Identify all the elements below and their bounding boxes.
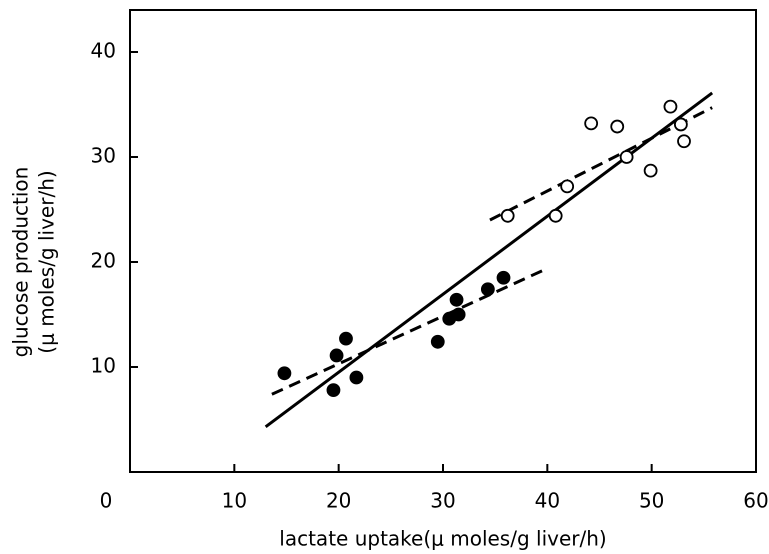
point (451, 307, 466, 322)
y-tick-label: 40 (91, 39, 116, 63)
point (677, 134, 691, 149)
plot-frame (129, 9, 757, 473)
y-tick-label: 30 (91, 144, 116, 168)
x-tick-label: 20 (326, 489, 351, 513)
fit-line (271, 267, 546, 396)
y-axis-label: glucose production (9, 167, 33, 358)
point (560, 179, 575, 194)
point (277, 366, 292, 381)
y-axis-label: (μ moles/g liver/h) (35, 170, 59, 353)
point (480, 282, 495, 297)
point (663, 99, 678, 114)
point (329, 348, 344, 363)
fit-line (489, 106, 713, 222)
x-tick-label: 40 (535, 489, 560, 513)
point (326, 383, 341, 398)
y-tick-label: 20 (91, 249, 116, 273)
x-tick-label: 60 (743, 489, 768, 513)
point (584, 116, 599, 131)
point (430, 334, 445, 349)
fit-line (264, 91, 714, 429)
x-axis-label: lactate uptake(μ moles/g liver/h) (279, 527, 606, 551)
x-tick-label: 0 (100, 489, 113, 513)
point (339, 331, 353, 346)
point (496, 270, 511, 285)
x-tick-label: 10 (222, 489, 247, 513)
point (610, 119, 625, 134)
point (349, 370, 364, 385)
point (500, 208, 515, 223)
point (619, 150, 634, 164)
point (449, 292, 464, 307)
y-tick-label: 10 (91, 354, 116, 378)
point (548, 208, 563, 223)
point (673, 117, 688, 132)
x-tick-label: 30 (430, 489, 455, 513)
point (643, 163, 658, 178)
x-tick-label: 50 (639, 489, 664, 513)
